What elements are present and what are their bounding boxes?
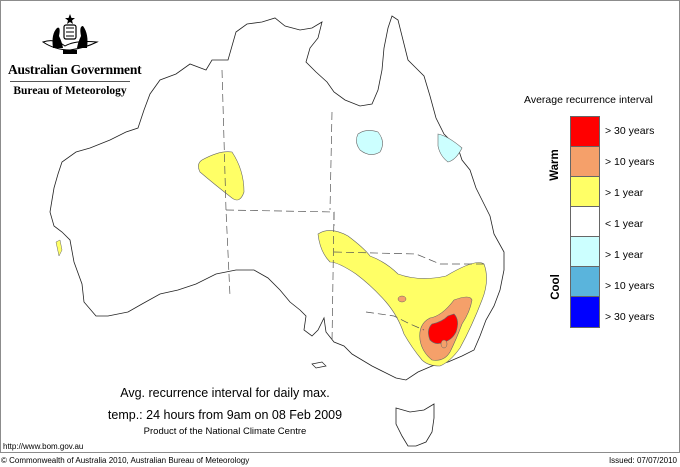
map-caption-line3: Product of the National Climate Centre: [143, 426, 307, 437]
issued-date: Issued: 07/07/2010: [608, 456, 677, 465]
cool-region-qld-coast: [437, 133, 463, 163]
legend-label: > 30 years: [605, 311, 655, 323]
legend-swatch-cool-1: [571, 237, 599, 267]
legend-label: > 1 year: [605, 249, 644, 261]
legend-label: > 1 year: [605, 187, 644, 199]
legend-swatch-warm-1: [571, 177, 599, 207]
logo-divider: [10, 81, 130, 82]
legend-label: > 10 years: [605, 156, 655, 168]
australia-map: [49, 15, 505, 447]
warm-spot-interior: [440, 339, 448, 349]
bom-logo: Australian Government Bureau of Meteorol…: [8, 12, 142, 97]
legend-label: > 30 years: [605, 125, 655, 137]
legend-swatch-neutral: [571, 207, 599, 237]
map-caption-line1: Avg. recurrence interval for daily max.: [120, 386, 330, 400]
warm-spot-10yr: [397, 295, 407, 303]
legend-swatch-warm-30: [571, 117, 599, 147]
legend-swatch-cool-30: [571, 297, 599, 327]
coat-of-arms-icon: [41, 14, 99, 54]
state-borders: [221, 69, 484, 343]
legend-color-bar: [570, 116, 600, 328]
legend-cool-label: Cool: [549, 274, 562, 300]
map-caption-line2: temp.: 24 hours from 9am on 08 Feb 2009: [107, 408, 343, 422]
legend-title: Average recurrence interval: [524, 94, 653, 106]
copyright-text: © Commonwealth of Australia 2010, Austra…: [1, 456, 250, 465]
legend-label: > 10 years: [605, 280, 655, 292]
bom-url-link[interactable]: http://www.bom.gov.au: [3, 442, 84, 451]
bureau-name: Bureau of Meteorology: [13, 85, 127, 97]
kangaroo-island: [311, 361, 327, 369]
legend-warm-label: Warm: [548, 149, 561, 181]
tasmania-coastline: [395, 403, 435, 447]
warm-region-30yr: [428, 313, 458, 344]
warm-region-wa-coast: [55, 239, 63, 257]
legend-swatch-cool-10: [571, 267, 599, 297]
legend-swatch-warm-10: [571, 147, 599, 177]
cool-region-central-qld: [356, 130, 383, 155]
legend-label: < 1 year: [605, 218, 644, 230]
warm-region-central: [198, 151, 245, 201]
government-name: Australian Government: [8, 62, 142, 77]
